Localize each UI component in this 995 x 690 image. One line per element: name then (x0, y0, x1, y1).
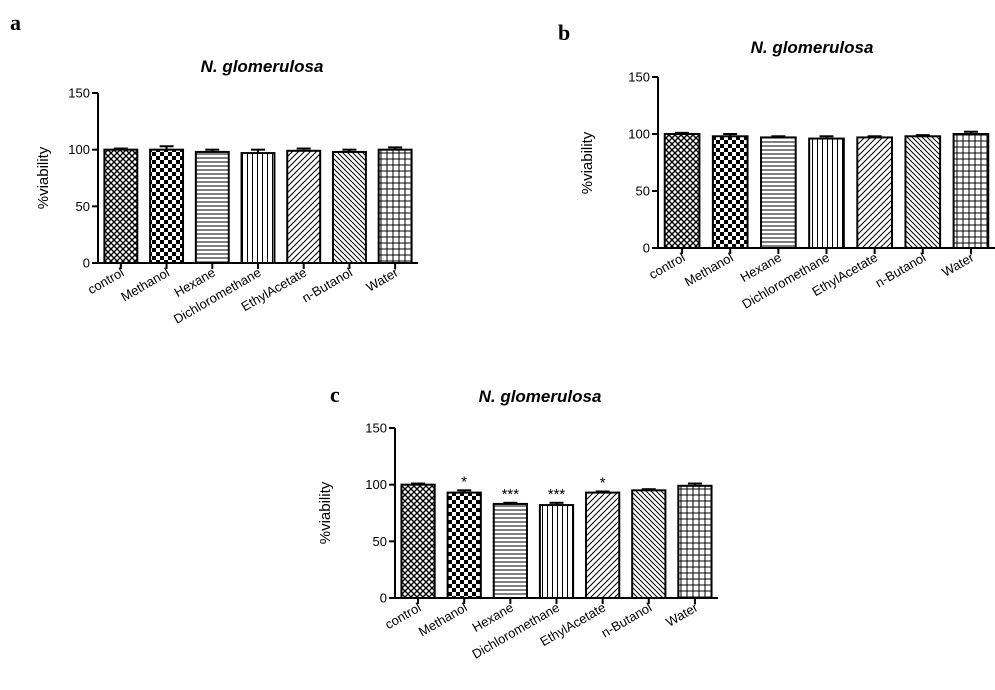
y-tick-label: 50 (373, 534, 387, 549)
x-tick-label: Water (663, 599, 701, 629)
x-tick-label: Methanol (416, 600, 470, 640)
bar-water (677, 484, 713, 599)
bar-dichloromethane (808, 137, 845, 249)
bar-hexane (492, 502, 528, 599)
bar-dichloromethane (240, 152, 276, 264)
y-tick-label: 150 (628, 70, 650, 85)
y-tick-label: 150 (68, 86, 90, 101)
y-tick-label: 100 (628, 127, 650, 142)
chart-title: N. glomerulosa (479, 387, 602, 406)
significance-marker: *** (548, 486, 566, 503)
bar-control (103, 148, 139, 265)
significance-marker: *** (502, 486, 520, 503)
y-axis-label: %viability (35, 146, 52, 209)
bar-dichloromethane (538, 504, 575, 600)
chart-title: N. glomerulosa (751, 38, 874, 57)
panel-letter: a (10, 10, 21, 35)
x-tick-label: n-Butanol (599, 600, 655, 641)
y-tick-label: 0 (380, 591, 387, 606)
significance-marker: * (461, 473, 467, 490)
bar-n-butanol (904, 135, 942, 249)
x-tick-label: Water (364, 264, 402, 294)
chart-panel-a: aN. glomerulosa%viability050100150contro… (10, 10, 418, 327)
x-tick-label: Methanol (118, 265, 172, 305)
bar-water (952, 133, 990, 249)
bar-ethylacetate (585, 491, 621, 600)
bar-methanol (149, 148, 185, 265)
chart-panel-c: c N. glomerulosa%viability050100150contro… (317, 382, 718, 662)
y-tick-label: 50 (76, 199, 90, 214)
bar-control (400, 483, 436, 599)
bar-control (663, 133, 701, 249)
y-axis-label: %viability (579, 131, 596, 194)
bar-ethylacetate (856, 136, 893, 249)
bar-methanol (446, 491, 482, 600)
x-tick-label: Water (939, 249, 977, 279)
bar-hexane (760, 136, 797, 249)
y-tick-label: 100 (68, 142, 90, 157)
y-tick-label: 0 (83, 256, 90, 271)
y-axis-label: %viability (317, 481, 334, 544)
bar-ethylacetate (286, 149, 322, 264)
panel-letter: c (330, 382, 340, 407)
bar-water (377, 148, 413, 265)
x-tick-label: n-Butanol (299, 265, 355, 306)
bar-n-butanol (331, 150, 367, 264)
y-tick-label: 0 (643, 241, 650, 256)
bar-n-butanol (631, 489, 667, 600)
panel-letter: b (558, 20, 570, 45)
chart-title: N. glomerulosa (201, 57, 324, 76)
bar-methanol (711, 135, 749, 249)
x-tick-label: Methanol (682, 250, 736, 290)
y-tick-label: 150 (365, 421, 387, 436)
x-tick-label: n-Butanol (873, 250, 929, 291)
significance-marker: * (600, 474, 606, 491)
y-tick-label: 50 (636, 184, 650, 199)
bar-hexane (194, 150, 230, 264)
chart-panel-b: bN. glomerulosa%viability050100150contro… (558, 20, 995, 312)
y-tick-label: 100 (365, 477, 387, 492)
